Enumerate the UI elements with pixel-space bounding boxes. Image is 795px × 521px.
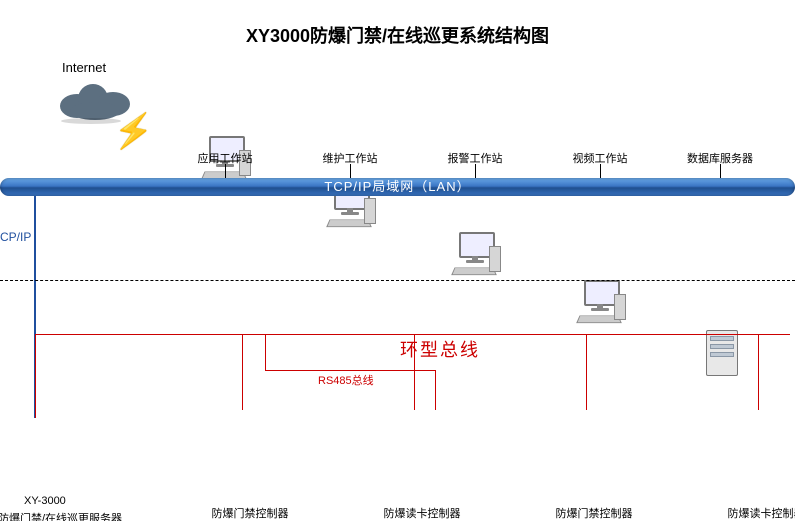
diagram-title: XY3000防爆门禁/在线巡更系统结构图	[0, 22, 795, 48]
lightning-icon: ⚡	[112, 106, 155, 158]
lan-drop-line	[600, 164, 601, 178]
rs485-drop	[435, 370, 436, 410]
ring-bus-line	[35, 334, 790, 335]
ring-bus-drop	[35, 334, 36, 418]
lan-bar: TCP/IP局域网（LAN）	[0, 178, 795, 196]
rs485-label: RS485总线	[318, 372, 374, 388]
controller-label: 防爆读卡控制器	[372, 505, 472, 521]
controller-label: 防爆门禁控制器	[200, 505, 300, 521]
workstation-icon	[445, 232, 505, 280]
lan-drop-line	[720, 164, 721, 178]
tcpip-label: CP/IP	[0, 230, 31, 244]
rs485-line	[265, 370, 435, 371]
controller-label: 防爆读卡控制器	[716, 505, 795, 521]
lan-drop-line	[225, 164, 226, 178]
ring-bus-drop	[758, 334, 759, 410]
workstation-icon	[570, 280, 630, 328]
controller-label: 防爆门禁控制器	[544, 505, 644, 521]
junction-box-label: 防爆门禁/在线巡更服务器	[0, 510, 122, 521]
internet-label: Internet	[62, 60, 106, 75]
junction-box-model: XY-3000	[24, 495, 66, 507]
lan-drop-line	[475, 164, 476, 178]
lan-drop-line	[350, 164, 351, 178]
separator-line	[0, 280, 795, 281]
rs485-drop	[265, 334, 266, 370]
ring-bus-drop	[242, 334, 243, 410]
ring-bus-drop	[414, 334, 415, 410]
ring-bus-drop	[586, 334, 587, 410]
ring-bus-title: 环型总线	[400, 336, 480, 362]
lan-label: TCP/IP局域网（LAN）	[0, 178, 795, 196]
